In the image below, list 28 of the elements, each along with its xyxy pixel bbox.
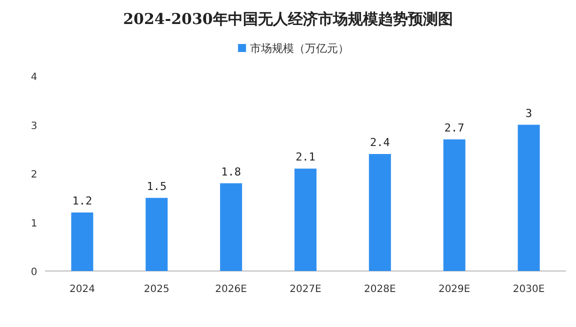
bar — [518, 124, 540, 271]
bar — [220, 183, 242, 271]
bar — [368, 154, 391, 271]
y-tick-label: 1 — [30, 218, 38, 230]
x-tick-label: 2027E — [290, 284, 322, 295]
data-label: 1.2 — [72, 194, 92, 208]
chart-title: 2024-2030年中国无人经济市场规模趋势预测图 — [123, 10, 453, 28]
y-tick-label: 0 — [30, 267, 38, 278]
x-tick-label: 2029E — [438, 284, 470, 295]
x-tick-label: 2030E — [512, 284, 545, 295]
bar — [443, 139, 466, 271]
x-tick-label: 2028E — [364, 284, 396, 295]
data-label: 2.7 — [444, 121, 464, 134]
data-label: 3 — [525, 106, 532, 120]
y-tick-label: 3 — [30, 120, 38, 132]
legend-label: 市场规模（万亿元） — [250, 42, 349, 55]
data-label: 1.5 — [146, 180, 167, 193]
data-label: 2.4 — [370, 136, 390, 149]
bar — [146, 198, 168, 271]
y-tick-label: 4 — [30, 72, 38, 83]
x-tick-label: 2026E — [215, 284, 247, 295]
y-tick-label: 2 — [30, 170, 38, 180]
data-label: 2.1 — [296, 150, 316, 164]
data-label: 1.8 — [221, 165, 242, 178]
x-tick-label: 2024 — [69, 284, 95, 295]
x-tick-label: 2025 — [144, 284, 170, 295]
bar — [71, 212, 94, 271]
bar — [294, 168, 316, 271]
